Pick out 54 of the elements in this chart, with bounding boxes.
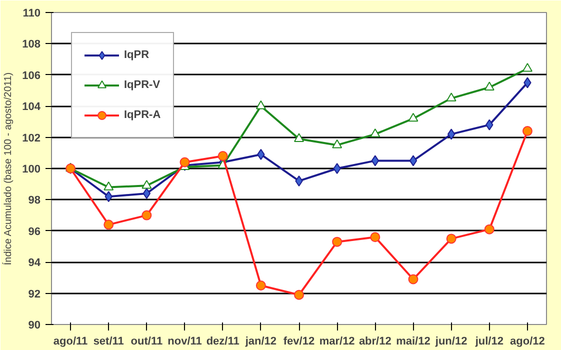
x-tick-label: abr/12	[358, 336, 392, 348]
x-tick-label: ago/12	[510, 336, 545, 348]
point	[332, 236, 342, 247]
x-tick-label: mai/12	[396, 336, 430, 348]
x-tick-label: out/11	[130, 336, 163, 348]
point	[256, 280, 266, 290]
point	[446, 234, 456, 244]
point	[446, 92, 456, 102]
y-tick-label: 90	[28, 320, 41, 332]
point	[294, 290, 304, 300]
point	[408, 112, 418, 122]
point	[142, 188, 151, 199]
legend-label: IqPR-V	[124, 79, 160, 91]
point	[104, 220, 114, 230]
point	[142, 210, 152, 220]
y-tick-label: 100	[22, 164, 41, 176]
point	[484, 224, 494, 234]
point	[142, 180, 152, 189]
y-tick-label: 110	[22, 8, 41, 20]
y-axis-title: Índice Acumulado (base 100 - agosto/2011)	[2, 72, 14, 266]
point	[370, 128, 380, 138]
point	[447, 128, 456, 140]
x-tick-label: nov/11	[168, 336, 202, 348]
x-tick-label: mar/12	[319, 336, 355, 348]
y-tick-label: 92	[28, 288, 41, 300]
point	[522, 62, 532, 72]
x-tick-label: dez/11	[206, 336, 240, 348]
x-tick-label: ago/11	[53, 336, 88, 348]
y-tick-label: 104	[22, 101, 42, 114]
x-tick-label: set/11	[93, 336, 124, 348]
point	[294, 133, 304, 142]
y-tick-label: 96	[28, 226, 41, 238]
point	[370, 232, 380, 242]
x-tick-label: fev/12	[283, 336, 315, 348]
y-tick-label: 102	[22, 132, 41, 144]
point	[180, 157, 190, 168]
legend-label: IqPR-A	[124, 109, 161, 121]
legend-label: IqPR	[124, 49, 150, 61]
point	[484, 82, 494, 90]
y-tick-label: 106	[22, 70, 41, 82]
point	[218, 151, 228, 162]
point	[408, 274, 418, 284]
x-tick-label: jun/12	[434, 336, 468, 348]
y-tick-label: 108	[22, 38, 41, 51]
x-tick-label: jul/12	[474, 336, 504, 348]
point	[332, 139, 342, 148]
point	[104, 182, 114, 190]
y-tick-label: 94	[28, 257, 42, 270]
point	[522, 126, 532, 136]
x-tick-label: jan/12	[244, 336, 277, 348]
point	[409, 155, 418, 166]
y-tick-label: 98	[28, 194, 41, 207]
point	[256, 100, 266, 110]
point	[333, 163, 341, 174]
